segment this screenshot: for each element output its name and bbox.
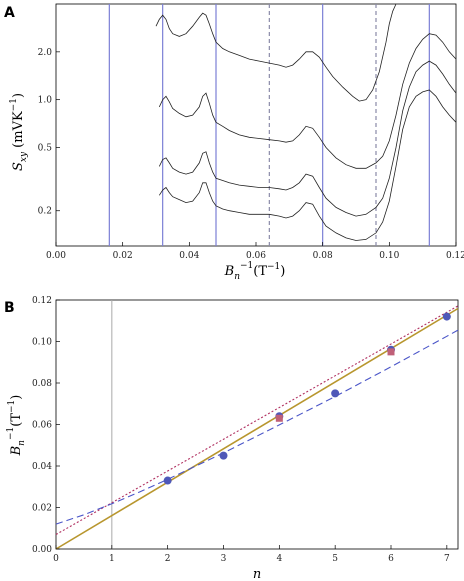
panel-b-points [163,312,451,485]
panel-b-square-point-0 [275,414,283,422]
panel-a-y-tick-label-0: 2.0 [38,48,53,58]
panel-b-y-tick-label-0: 0.00 [32,545,52,555]
panel-a-series-0 [155,3,397,102]
panel-b-fit-dotted [55,305,459,535]
panel-a-series [155,3,457,241]
panel-b-circle-point-0 [163,476,172,485]
panel-b-circle-point-5 [442,312,451,321]
panel-a-x-tick-label-1: 0.02 [113,251,133,261]
panel-b-fit-lines [55,305,459,550]
panel-b-x-tick-label-2: 2 [165,554,171,564]
panel-a-x-tick-label-4: 0.08 [313,251,333,261]
panel-b-x-ticks: 0 1 2 3 4 5 6 7 [53,545,450,564]
panel-b-y-tick-label-3: 0.06 [32,421,52,431]
panel-b-y-ticks: 0.00 0.02 0.04 0.06 0.08 0.10 0.12 [32,296,60,555]
panel-b-x-tick-label-6: 6 [388,554,394,564]
panel-b-x-tick-label-3: 3 [221,554,227,564]
panel-b-x-tick-label-7: 7 [444,554,450,564]
panel-a-x-tick-label-0: 0.00 [46,251,66,261]
panel-a-x-axis-label: Bn−1(T−1) [224,261,286,282]
panel-a-y-ticks: 2.0 1.0 0.5 0.2 [38,48,60,217]
panel-b-circle-point-3 [331,389,340,398]
panel-a-y-tick-label-2: 0.5 [38,144,53,154]
panel-b-fit-dashed [55,329,459,525]
panel-a-x-tick-label-2: 0.04 [179,251,199,261]
panel-a-y-axis-label: Sxy (mVK−1) [9,93,29,171]
panel-b-y-tick-label-4: 0.08 [32,379,52,389]
panel-b-circle-point-1 [219,451,228,460]
panel-a-series-1 [158,33,457,169]
panel-b-y-tick-label-6: 0.12 [32,296,52,306]
panel-b-frame [55,299,459,550]
panel-a-series-2 [158,60,457,217]
panel-a-y-tick-label-3: 0.2 [38,207,52,217]
panel-a-frame [55,3,457,247]
panel-b-square-point-1 [387,348,395,356]
panel-b-letter: B [4,300,15,316]
panel-a-letter: A [4,5,15,21]
panel-a-series-3 [158,89,457,241]
panel-b-x-tick-label-0: 0 [53,554,59,564]
panel-b-x-axis-label: n [253,567,261,581]
panel-b-fit-solid [55,307,459,550]
panel-b-x-tick-label-1: 1 [109,554,115,564]
panel-a-y-tick-label-1: 1.0 [38,96,53,106]
panel-b-x-tick-label-4: 4 [276,554,282,564]
panel-b-y-tick-label-2: 0.04 [32,462,52,472]
panel-a-x-tick-label-3: 0.06 [246,251,266,261]
panel-b-y-tick-label-5: 0.10 [32,338,52,348]
panel-a-x-ticks: 0.00 0.02 0.04 0.06 0.08 0.10 0.12 [46,242,464,261]
panel-a-x-tick-label-6: 0.12 [446,251,464,261]
panel-a-x-tick-label-5: 0.10 [379,251,399,261]
panel-a: A 0.00 0.02 0.04 0.06 0.08 0.10 0.12 2.0 1.0 0.5… [4,3,464,282]
panel-b-y-axis-label: Bn−1(T−1) [6,395,27,457]
panel-a-vertical-lines [108,4,430,246]
panel-b-x-tick-label-5: 5 [332,554,338,564]
panel-b-y-tick-label-1: 0.02 [32,504,52,514]
